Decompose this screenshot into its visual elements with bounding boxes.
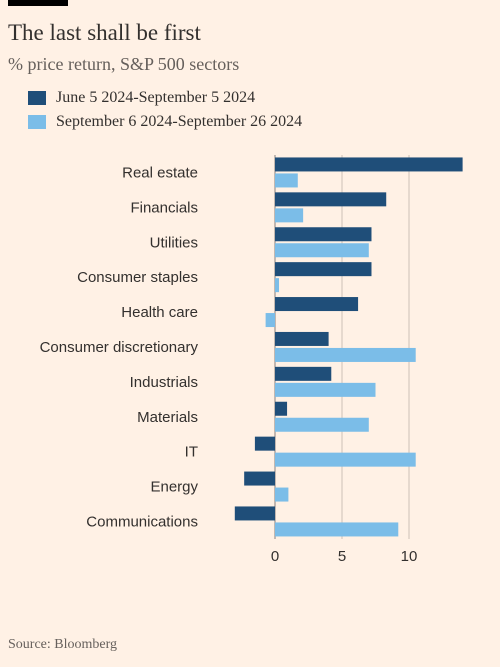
svg-text:Health care: Health care	[121, 304, 198, 321]
bar-series-1	[275, 262, 371, 276]
svg-text:5: 5	[338, 548, 346, 565]
bar-series-2	[275, 278, 279, 292]
bar-chart: 0 5 10 Real estate Financials Utilities Consum…	[8, 149, 482, 569]
svg-text:10: 10	[401, 548, 418, 565]
bar-series-2	[275, 522, 398, 536]
bar-series-1	[275, 227, 371, 241]
bar-series-2	[275, 243, 369, 257]
bar-series-1	[255, 437, 275, 451]
legend-swatch	[28, 91, 46, 105]
bar-series-2	[266, 313, 275, 327]
bar-series-1	[275, 157, 463, 171]
bar-series-2	[275, 488, 288, 502]
bar-series-2	[275, 383, 376, 397]
bar-series-2	[275, 418, 369, 432]
legend-swatch	[28, 115, 46, 129]
legend-label: September 6 2024-September 26 2024	[56, 113, 302, 131]
legend-item: June 5 2024-September 5 2024	[28, 89, 500, 107]
bar-series-1	[275, 297, 358, 311]
chart-title: The last shall be first	[8, 20, 500, 46]
bar-series-1	[244, 472, 275, 486]
brand-bar	[8, 0, 68, 6]
bar-series-1	[235, 506, 275, 520]
chart-subtitle: % price return, S&P 500 sectors	[8, 54, 500, 75]
svg-text:IT: IT	[185, 444, 198, 461]
source-note: Source: Bloomberg	[8, 637, 117, 653]
bar-series-1	[275, 332, 329, 346]
bar-series-1	[275, 402, 287, 416]
svg-text:Consumer discretionary: Consumer discretionary	[40, 339, 199, 356]
bar-series-2	[275, 173, 298, 187]
legend: June 5 2024-September 5 2024 September 6…	[28, 89, 500, 131]
bar-series-2	[275, 208, 303, 222]
svg-text:Energy: Energy	[150, 479, 198, 496]
chart-area: 0 5 10 Real estate Financials Utilities Consum…	[8, 149, 482, 569]
bar-series-1	[275, 192, 386, 206]
svg-text:Real estate: Real estate	[122, 164, 198, 181]
svg-text:Industrials: Industrials	[130, 374, 198, 391]
svg-text:Communications: Communications	[86, 513, 198, 530]
legend-label: June 5 2024-September 5 2024	[56, 89, 255, 107]
legend-item: September 6 2024-September 26 2024	[28, 113, 500, 131]
svg-text:0: 0	[271, 548, 279, 565]
svg-text:Consumer staples: Consumer staples	[77, 269, 198, 286]
bar-series-2	[275, 348, 416, 362]
bar-series-2	[275, 453, 416, 467]
bar-series-1	[275, 367, 331, 381]
svg-text:Materials: Materials	[137, 409, 198, 426]
svg-text:Utilities: Utilities	[150, 234, 198, 251]
svg-text:Financials: Financials	[130, 199, 198, 216]
